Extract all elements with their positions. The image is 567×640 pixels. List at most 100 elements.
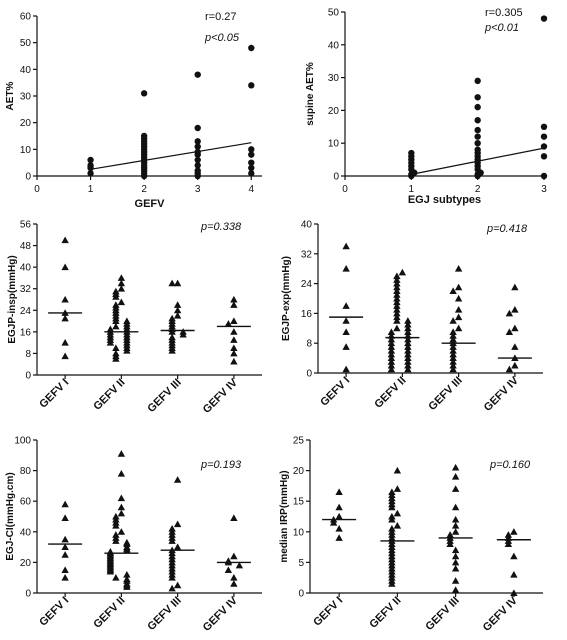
y-tick-label: 50 [328, 8, 340, 19]
y-tick-label: 16 [301, 309, 313, 320]
data-point [230, 328, 238, 335]
data-point [449, 343, 457, 350]
x-category-label: GEFV II [91, 595, 127, 631]
chart-panel-B: 0 10 20 30 40 50 supine AET% r=0.305 p<0.01 0 1 2 3 E… [305, 7, 547, 206]
data-point [61, 500, 69, 508]
data-point [61, 338, 69, 346]
data-point [194, 71, 201, 78]
regression-line [90, 142, 252, 170]
y-tick-label: 25 [293, 436, 305, 447]
annotation: p=0.160 [489, 459, 531, 471]
data-point [404, 324, 412, 332]
y-tick-label: 10 [293, 527, 305, 538]
data-point [451, 564, 460, 572]
data-point [449, 361, 457, 369]
data-point [140, 90, 148, 97]
data-point [230, 349, 238, 357]
chart-panel-E: 0 20 40 60 80 100 EGJ-CI(mmHg.cm) p=0.193 GEFV I… [5, 436, 262, 634]
data-point [87, 156, 94, 164]
y-axis-title: median IRP(mmHg) [279, 470, 290, 562]
data-point [540, 143, 548, 150]
data-point [61, 566, 69, 573]
data-point [454, 305, 463, 313]
data-point [230, 357, 238, 365]
data-point [408, 149, 415, 157]
y-tick-label: 56 [20, 220, 32, 231]
y-tick-label: 20 [293, 466, 305, 477]
data-point [449, 350, 457, 358]
data-point [230, 514, 238, 521]
data-point [168, 537, 176, 544]
data-point [504, 540, 513, 547]
y-tick-label: 30 [328, 73, 340, 84]
data-point [449, 346, 457, 354]
data-point [61, 535, 69, 543]
data-point [173, 306, 182, 314]
x-category-label: GEFV I [311, 595, 345, 629]
data-point [342, 242, 350, 250]
annotation: p=0.338 [200, 221, 242, 233]
data-point [393, 309, 401, 317]
data-point [393, 317, 401, 324]
data-point [117, 494, 126, 502]
data-point [404, 361, 412, 369]
data-point [540, 15, 548, 22]
data-point [230, 295, 238, 303]
data-point [454, 265, 463, 272]
data-point [404, 339, 412, 347]
data-point [248, 159, 255, 166]
y-tick-label: 30 [20, 92, 32, 103]
data-point [87, 162, 94, 169]
data-point [451, 528, 460, 535]
y-tick-label: 20 [20, 118, 32, 129]
x-category-label: GEFV II [91, 377, 127, 413]
x-category-label: GEFV II [367, 595, 403, 631]
x-category-label: GEFV IV [201, 594, 241, 634]
data-point [342, 265, 350, 272]
x-tick-label: 4 [249, 184, 255, 195]
data-point [449, 354, 457, 362]
y-tick-label: 8 [25, 349, 31, 360]
data-point [540, 172, 548, 180]
x-tick-label: 2 [475, 184, 481, 195]
chart-panel-D: 0 8 16 24 32 40 EGJP-exp(mmHg) p=0.418 GEFV I GEF… [281, 220, 543, 414]
data-point [387, 328, 396, 335]
data-point [106, 338, 115, 346]
data-point [387, 358, 396, 365]
data-point [112, 293, 120, 300]
y-tick-label: 32 [301, 249, 313, 260]
x-tick-label: 3 [541, 184, 547, 195]
data-point [179, 330, 187, 338]
data-point [511, 361, 519, 369]
x-category-label: GEFV IV [201, 376, 241, 416]
data-point [451, 558, 460, 566]
data-point [61, 574, 69, 581]
data-point [335, 488, 343, 495]
y-tick-label: 40 [301, 220, 313, 231]
data-point [398, 268, 407, 276]
data-point [112, 537, 120, 544]
x-category-label: GEFV III [145, 595, 183, 633]
x-tick-label: 1 [409, 184, 415, 195]
data-point [451, 463, 460, 471]
data-point [404, 317, 412, 324]
y-tick-label: 20 [328, 106, 340, 117]
data-point [168, 574, 176, 581]
data-point [393, 509, 402, 517]
chart-panel-F: 0 5 10 15 20 25 median IRP(mmHg) p=0.160 GEFV I G… [279, 436, 543, 634]
data-point [117, 298, 126, 306]
x-category-label: GEFV I [37, 595, 71, 629]
data-point [474, 133, 481, 140]
data-point [230, 552, 238, 560]
data-point [449, 365, 457, 373]
data-point [474, 94, 481, 101]
data-point [387, 365, 396, 373]
data-point [342, 343, 350, 350]
data-point [106, 567, 115, 575]
data-point [510, 552, 518, 560]
y-axis-title: supine AET% [305, 62, 316, 126]
data-point [449, 287, 457, 294]
data-point [173, 301, 182, 308]
y-tick-label: 60 [20, 497, 32, 508]
